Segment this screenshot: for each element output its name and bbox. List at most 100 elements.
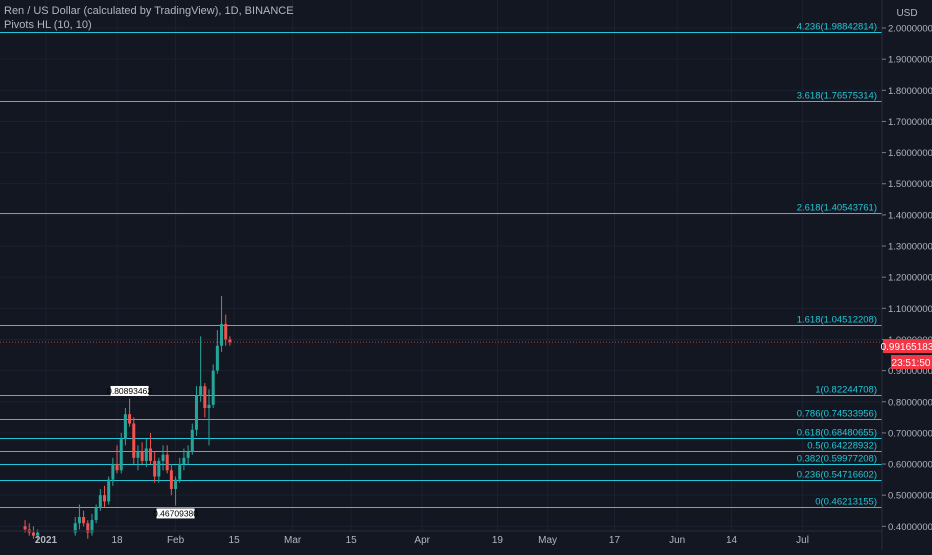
- candle-body: [174, 479, 178, 489]
- candle-body: [190, 429, 194, 452]
- time-tick-label: 15: [229, 535, 241, 546]
- candle-body: [123, 414, 127, 440]
- time-tick-label: 14: [726, 535, 738, 546]
- time-tick-label: 2021: [35, 535, 58, 546]
- candle-body: [115, 464, 119, 471]
- time-tick-label: 17: [609, 535, 621, 546]
- candle-body: [23, 526, 27, 530]
- candle-body: [86, 523, 90, 533]
- candle-body: [144, 448, 148, 461]
- candle-body: [140, 451, 144, 461]
- price-tick-label: 1.90000000: [888, 55, 932, 66]
- symbol-title[interactable]: Ren / US Dollar (calculated by TradingVi…: [4, 5, 294, 17]
- candle-body: [161, 454, 165, 461]
- time-tick-label: 15: [346, 535, 358, 546]
- candle-body: [111, 464, 115, 480]
- fib-level-label: 0.786(0.74533956): [797, 409, 877, 420]
- time-tick-label: Mar: [284, 535, 302, 546]
- time-tick-label: 18: [111, 535, 123, 546]
- fib-level-label: 2.618(1.40543761): [797, 203, 877, 214]
- candle-body: [94, 507, 98, 521]
- time-tick-label: May: [538, 535, 557, 546]
- candle-body: [215, 345, 219, 371]
- candle-body: [90, 520, 94, 533]
- fib-level-label: 0.5(0.64228932): [807, 441, 877, 452]
- last-price-tag: [883, 339, 932, 353]
- indicator-legend[interactable]: Pivots HL (10, 10): [4, 19, 92, 31]
- pivot-labels: 0.80893462 0.46709380: [107, 385, 198, 519]
- candle-body: [98, 495, 102, 508]
- candle-body: [194, 395, 198, 430]
- fib-level-label: 0.236(0.54716602): [797, 470, 877, 481]
- currency-label: USD: [896, 8, 917, 19]
- time-tick-label: Jun: [669, 535, 685, 546]
- price-tick-label: 1.10000000: [888, 304, 932, 315]
- candle-body: [77, 516, 81, 524]
- candle-body: [128, 414, 132, 424]
- pivot-high-label: 0.80893462: [107, 386, 152, 396]
- candle-body: [153, 460, 157, 477]
- fib-level-label: 0(0.46213155): [815, 497, 877, 508]
- price-tick-label: 0.90000000: [888, 366, 932, 377]
- candle-body: [182, 457, 186, 465]
- fib-level-label: 0.382(0.59977208): [797, 454, 877, 465]
- time-tick-label: 19: [492, 535, 504, 546]
- countdown-tag: [891, 355, 932, 369]
- candle-body: [73, 523, 77, 533]
- fib-level-label: 0.618(0.68480655): [797, 428, 877, 439]
- candle-body: [186, 451, 190, 458]
- candle-body: [199, 386, 203, 396]
- candle-body: [165, 454, 169, 471]
- candle-body: [102, 495, 107, 502]
- pivot-low-box: [156, 508, 195, 519]
- candle-body: [203, 386, 207, 408]
- candle-body: [220, 323, 224, 346]
- candle-body: [31, 532, 35, 536]
- grid: [0, 0, 882, 531]
- candle-body: [107, 479, 111, 502]
- fib-levels: 4.236(1.98842814) 3.618(1.76575314) 2.618(…: [0, 22, 882, 508]
- price-tick-label: 2.00000000: [888, 24, 932, 35]
- pivot-low-label: 0.46709380: [153, 508, 198, 518]
- candle-body: [178, 464, 182, 480]
- time-tick-label: Apr: [414, 535, 430, 546]
- fib-level-label: 1.618(1.04512208): [797, 315, 877, 326]
- candle-body: [228, 339, 232, 343]
- time-tick-label: Jul: [796, 535, 809, 546]
- candle-body: [82, 516, 86, 524]
- fib-level-label: 1(0.82244708): [815, 385, 877, 396]
- time-axis[interactable]: 2021 18 Feb 15 Mar 15 Apr 19 May 17 Jun 14 Jul: [35, 535, 809, 546]
- candle-body: [119, 439, 123, 471]
- fib-level-label: 4.236(1.98842814): [797, 22, 877, 33]
- price-tick-label: 1.20000000: [888, 273, 932, 284]
- candle-body: [136, 451, 140, 458]
- countdown-value: 23:51:50: [892, 358, 931, 369]
- pivot-high-box: [110, 385, 149, 396]
- candle-body: [36, 532, 40, 536]
- candle-body: [169, 470, 173, 489]
- time-tick-label: Feb: [167, 535, 185, 546]
- candles: [23, 295, 232, 542]
- candle-body: [148, 448, 152, 461]
- candle-body: [207, 404, 211, 408]
- fib-level-label: 3.618(1.76575314): [797, 91, 877, 102]
- last-price-value: 0.99165183: [881, 342, 932, 353]
- price-tick-label: 1.30000000: [888, 242, 932, 253]
- candle-body: [132, 423, 136, 458]
- candle-body: [224, 323, 228, 340]
- chart-header: Ren / US Dollar (calculated by TradingVi…: [4, 4, 294, 32]
